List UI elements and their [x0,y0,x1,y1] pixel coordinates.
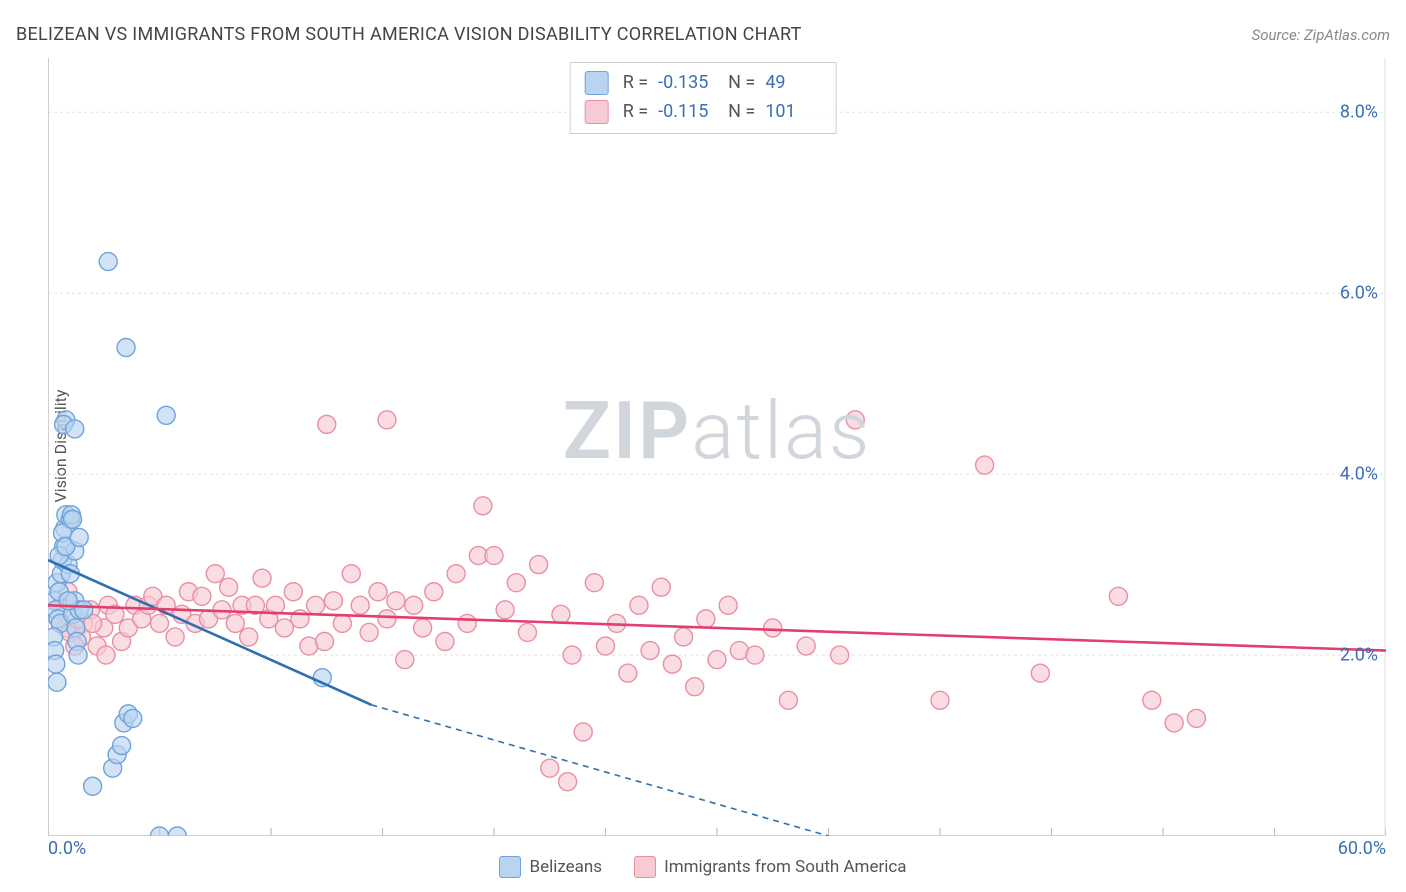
legend-label-sa: Immigrants from South America [664,857,906,877]
swatch-belizeans [585,71,609,95]
legend-item-sa: Immigrants from South America [634,856,906,878]
stats-row-belizeans: R = -0.135 N = 49 [585,69,822,98]
legend-label-belizeans: Belizeans [529,857,602,877]
bottom-legend: Belizeans Immigrants from South America [0,856,1406,878]
swatch-sa [585,100,609,124]
plot-area: ZIPatlas [48,58,1386,836]
legend-swatch-belizeans [499,856,521,878]
stats-legend: R = -0.135 N = 49 R = -0.115 N = 101 [570,62,837,134]
scatter-chart [48,58,1386,836]
legend-item-belizeans: Belizeans [499,856,602,878]
page-root: BELIZEAN VS IMMIGRANTS FROM SOUTH AMERIC… [0,0,1406,892]
stats-row-sa: R = -0.115 N = 101 [585,98,822,127]
y-tick-labels: 2.0%4.0%6.0%8.0% [1318,58,1378,836]
stat-r-sa: -0.115 [658,98,714,127]
stat-r-belizeans: -0.135 [658,69,714,98]
legend-swatch-sa [634,856,656,878]
header: BELIZEAN VS IMMIGRANTS FROM SOUTH AMERIC… [16,24,1390,45]
source-credit: Source: ZipAtlas.com [1252,26,1390,44]
stat-n-belizeans: 49 [765,69,821,98]
stat-n-sa: 101 [765,98,821,127]
page-title: BELIZEAN VS IMMIGRANTS FROM SOUTH AMERIC… [16,24,802,45]
